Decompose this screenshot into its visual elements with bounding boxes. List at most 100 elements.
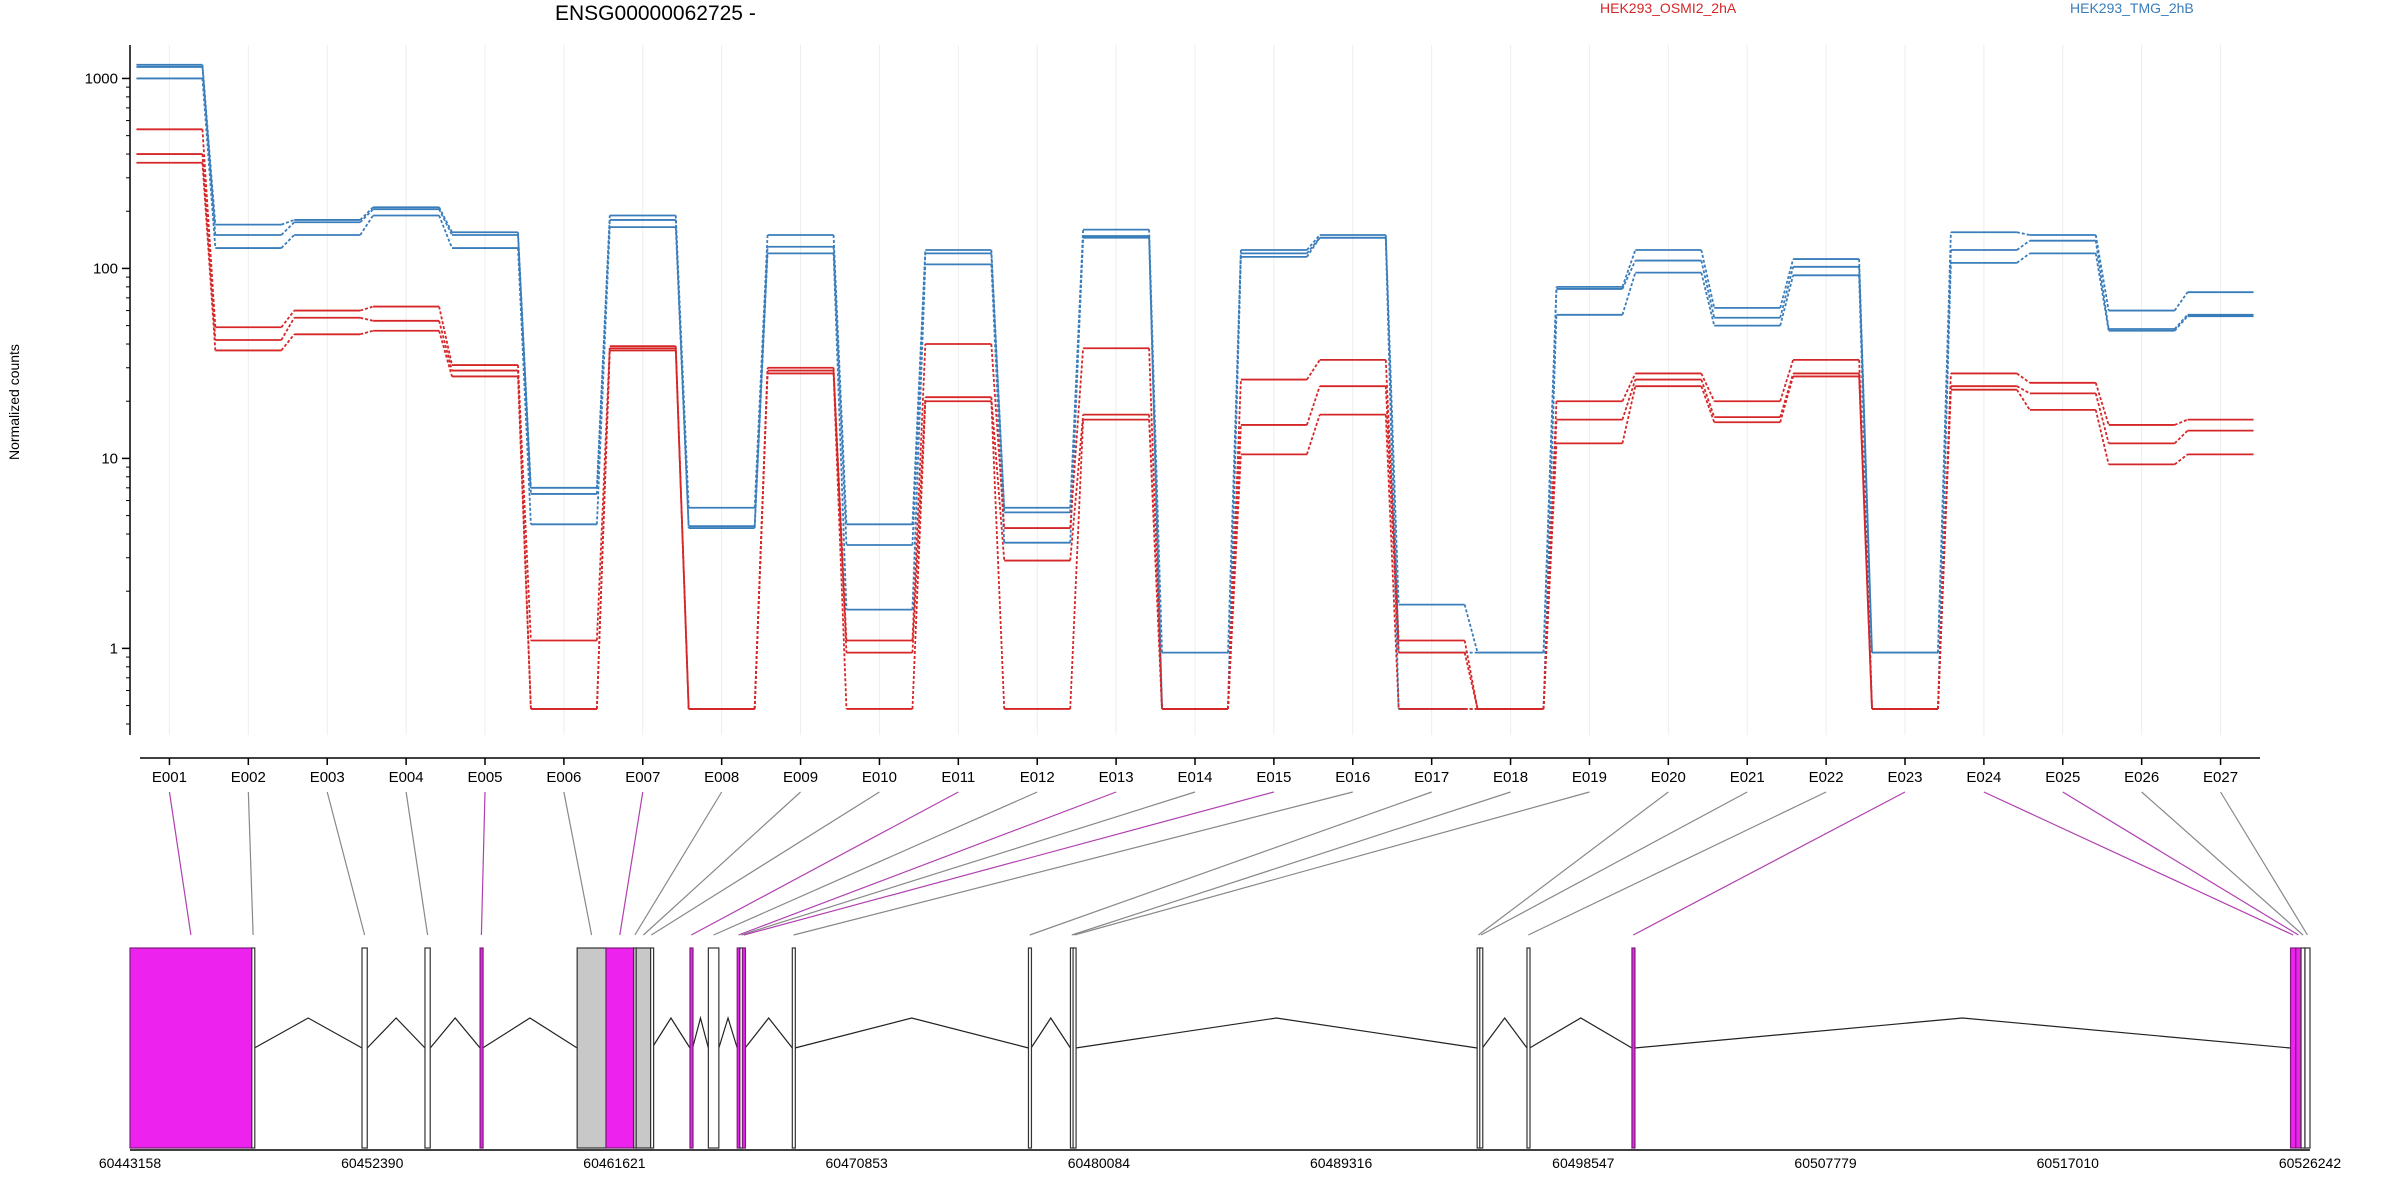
exon-box-E005	[479, 947, 484, 1149]
connector-segment	[1700, 272, 1716, 326]
connector-segment	[1621, 260, 1637, 290]
x-tick-label: E019	[1572, 769, 1607, 786]
connector-segment	[1542, 419, 1558, 709]
connector-segment	[1937, 262, 1952, 709]
coordinate-label: 60443158	[99, 1155, 162, 1171]
connector-segment	[1069, 414, 1085, 561]
connector-segment	[201, 153, 217, 341]
connector-segment	[832, 253, 848, 610]
connector-segment	[2016, 372, 2031, 384]
coordinate-label: 60461621	[583, 1155, 646, 1171]
connector-segment	[2016, 252, 2031, 264]
connector-segment	[832, 370, 848, 653]
connector-segment	[1306, 414, 1321, 455]
exon-box-E022	[1526, 947, 1531, 1149]
connector-segment	[1384, 234, 1400, 605]
exon-mapping-line	[793, 791, 1353, 936]
exon-mapping-line	[1983, 791, 2294, 936]
connector-segment	[1463, 640, 1479, 710]
x-tick-label: E016	[1335, 769, 1370, 786]
x-tick-label: E022	[1809, 769, 1844, 786]
exon-mapping-line	[1480, 791, 1748, 936]
exon-mapping-line	[2141, 791, 2304, 936]
legend-tmg: HEK293_TMG_2hB	[2070, 0, 2194, 16]
x-tick-label: E005	[467, 769, 502, 786]
x-tick-label: E003	[310, 769, 345, 786]
x-tick-label: E015	[1256, 769, 1291, 786]
connector-segment	[1779, 373, 1794, 418]
exon-box-E011	[689, 947, 694, 1149]
connector-segment	[1779, 258, 1794, 309]
connector-segment	[360, 316, 374, 322]
x-tick-label: E002	[231, 769, 266, 786]
connector-segment	[438, 215, 453, 249]
intron-line	[744, 1017, 793, 1049]
y-tick-label: 1	[110, 640, 118, 657]
connector-segment	[1779, 359, 1794, 402]
connector-segment	[1542, 288, 1558, 653]
coordinate-label: 60517010	[2037, 1155, 2100, 1171]
intron-line	[1529, 1017, 1633, 1049]
x-tick-label: E018	[1493, 769, 1528, 786]
connector-segment	[281, 219, 295, 226]
exon-mapping-line	[1528, 791, 1827, 936]
connector-segment	[595, 227, 611, 525]
x-tick-label: E012	[1020, 769, 1055, 786]
connector-segment	[2016, 385, 2031, 395]
y-tick-label: 10	[101, 450, 118, 467]
legend-osmi: HEK293_OSMI2_2hA	[1600, 0, 1737, 16]
connector-segment	[438, 320, 453, 371]
coordinate-label: 60526242	[2279, 1155, 2342, 1171]
connector-segment	[1621, 379, 1637, 420]
x-tick-label: E023	[1887, 769, 1922, 786]
connector-segment	[1306, 385, 1321, 426]
x-tick-label: E020	[1651, 769, 1686, 786]
exon-mapping-line	[1632, 791, 1906, 936]
intron-line	[1481, 1016, 1528, 1049]
connector-segment	[1227, 454, 1242, 709]
connector-segment	[1463, 604, 1479, 653]
x-tick-label: E006	[546, 769, 581, 786]
coordinate-label: 60480084	[1068, 1155, 1131, 1171]
exon-box-E015	[741, 947, 747, 1149]
exon-box-E021	[1479, 947, 1484, 1149]
connector-segment	[1306, 237, 1321, 254]
connector-segment	[1148, 348, 1163, 709]
connector-segment	[201, 64, 217, 225]
connector-segment	[674, 227, 690, 529]
intron-line	[482, 1017, 578, 1049]
connector-segment	[201, 78, 217, 249]
connector-segment	[438, 206, 453, 233]
coordinate-label: 60507779	[1794, 1155, 1857, 1171]
exon-box-E007	[605, 947, 635, 1149]
coordinate-label: 60470853	[826, 1155, 889, 1171]
exon-mapping-line	[691, 791, 959, 936]
x-tick-label: E021	[1730, 769, 1765, 786]
exon-box-E025	[2295, 947, 2302, 1149]
connector-segment	[2094, 240, 2110, 330]
connector-segment	[359, 214, 374, 236]
connector-segment	[201, 162, 217, 351]
x-tick-label: E010	[862, 769, 897, 786]
connector-segment	[359, 208, 374, 223]
exon-mapping-line	[650, 791, 880, 936]
exon-mapping-line	[405, 791, 429, 936]
connector-segment	[911, 253, 927, 546]
gene-title: ENSG00000062725 -	[555, 2, 756, 25]
connector-segment	[2173, 315, 2189, 332]
connector-segment	[2174, 418, 2188, 426]
connector-segment	[753, 253, 769, 529]
intron-line	[692, 1015, 709, 1049]
connector-segment	[438, 330, 453, 377]
connector-segment	[280, 234, 295, 249]
x-tick-label: E007	[625, 769, 660, 786]
exon-box-E019	[1072, 947, 1077, 1149]
connector-segment	[911, 397, 927, 653]
exon-box-E024	[2289, 947, 2297, 1149]
x-tick-label: E004	[389, 769, 424, 786]
connector-segment	[2174, 314, 2189, 330]
exon-box-E023	[1631, 947, 1636, 1149]
exon-mapping-line	[1478, 791, 1669, 936]
exon-mapping-line	[563, 791, 593, 936]
connector-segment	[1937, 389, 1952, 709]
